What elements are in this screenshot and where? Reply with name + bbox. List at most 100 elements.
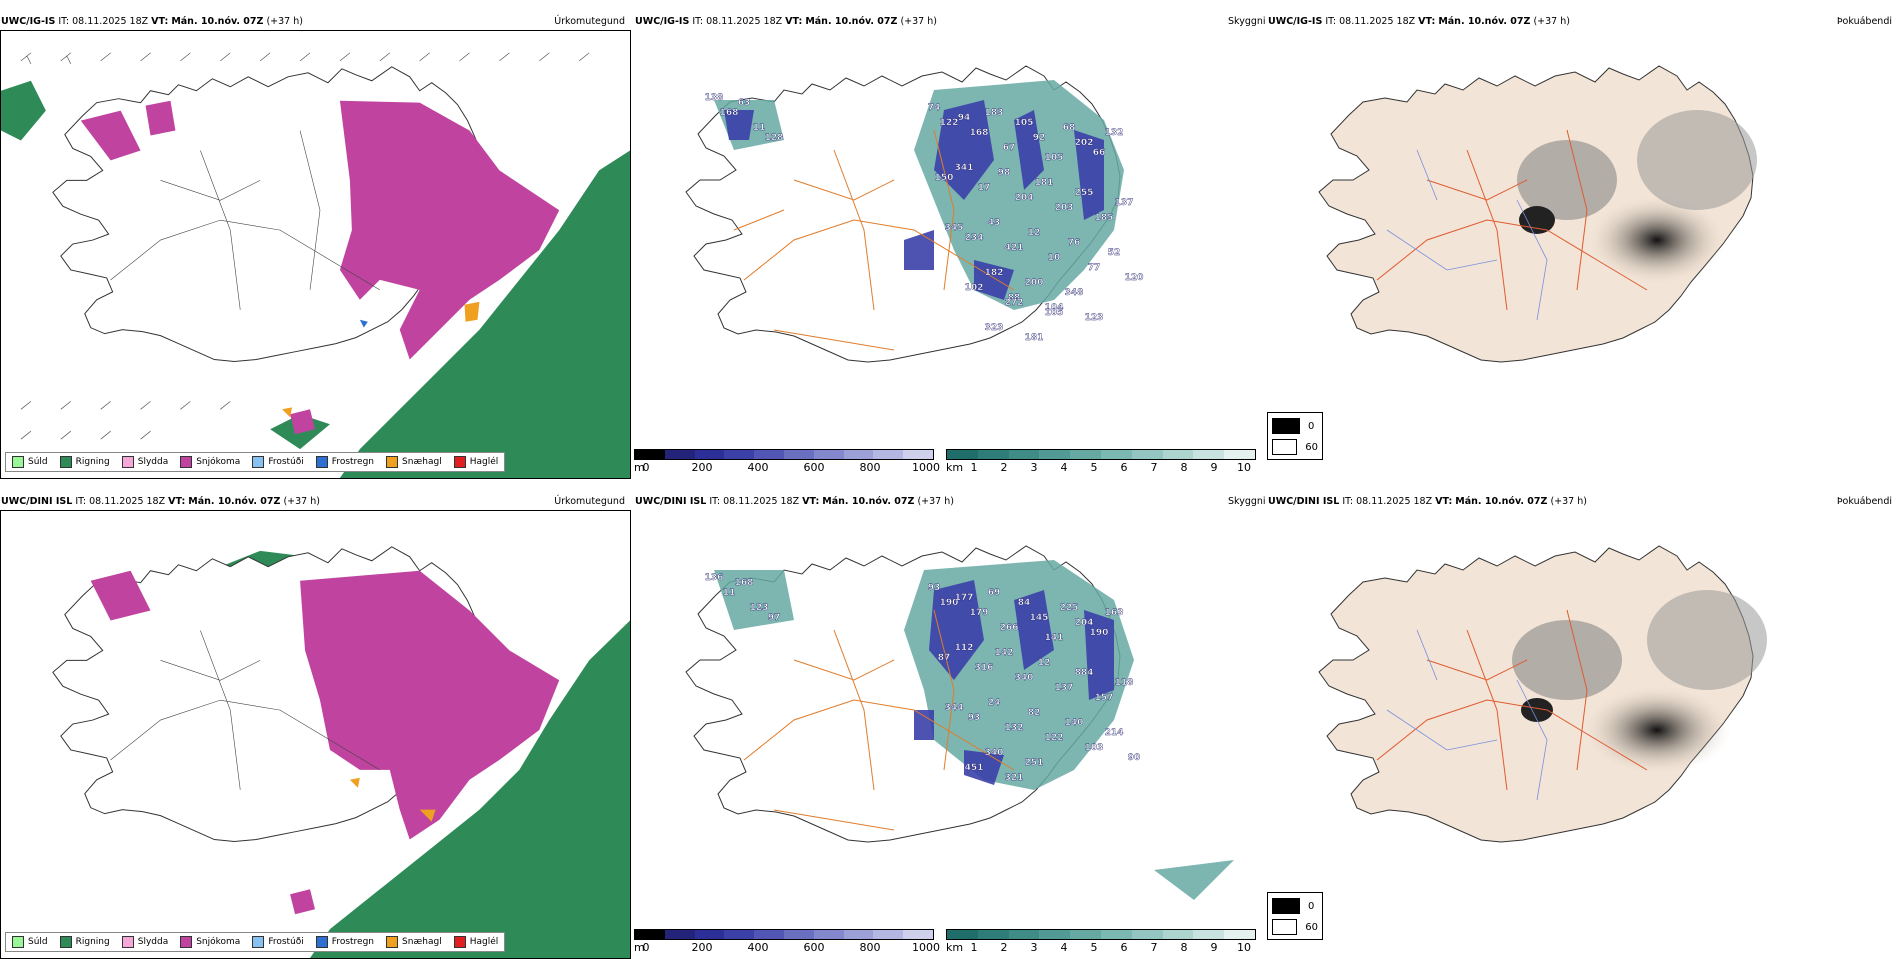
snow-depth-label: 105 — [1045, 308, 1064, 318]
snow-depth-label: 76 — [1068, 238, 1081, 248]
colorbar-tick: 1 — [970, 461, 978, 474]
snow-area — [80, 100, 560, 435]
panel-header: UWC/IG-IS IT: 08.11.2025 18Z VT: Mán. 10… — [635, 16, 937, 27]
colorbar-tick: 800 — [859, 461, 881, 474]
snow-depth-label: 168 — [720, 108, 739, 118]
colorbar-tick: 0 — [642, 941, 650, 954]
legend-swatch — [453, 456, 466, 468]
snow-depth-label: 348 — [1065, 288, 1084, 298]
panel-title: Skyggni — [1228, 16, 1266, 27]
legend-swatch — [252, 936, 265, 948]
snow-depth-label: 122 — [940, 118, 959, 128]
snow-depth-label: 87 — [938, 653, 951, 663]
colorbar-unit: m — [634, 941, 645, 954]
fog-map — [1267, 510, 1898, 959]
snow-depth-label: 122 — [1045, 733, 1064, 743]
snow-depth-label: 204 — [1015, 193, 1034, 203]
legend-label: Haglél — [469, 937, 499, 947]
snow-depth-label: 181 — [1025, 333, 1044, 343]
legend-label: Snæhagl — [402, 937, 442, 947]
legend-label: Rigning — [75, 937, 110, 947]
legend-label: Frostúði — [268, 457, 304, 467]
snow-depth-label: 202 — [1075, 138, 1094, 148]
legend-label: Frostúði — [268, 937, 304, 947]
legend-swatch — [315, 936, 328, 948]
legend-swatch — [252, 456, 265, 468]
snow-depth-label: 177 — [955, 593, 974, 603]
colorbar-unit: m — [634, 461, 645, 474]
snow-depth-label: 182 — [985, 268, 1004, 278]
road-network — [110, 130, 380, 310]
snow-depth-label: 123 — [750, 603, 769, 613]
colorbar-tick: 3 — [1030, 461, 1038, 474]
snow-depth-label: 136 — [705, 573, 724, 583]
legend-label: Snjókoma — [196, 457, 241, 467]
panel-header: UWC/DINI ISL IT: 08.11.2025 18Z VT: Mán.… — [1268, 496, 1587, 507]
colorbar-tick: 400 — [747, 461, 769, 474]
snow-depth-label: 84 — [1018, 598, 1031, 608]
snow-depth-label: 185 — [1095, 213, 1114, 223]
legend-swatch — [315, 456, 328, 468]
legend-swatch — [453, 936, 466, 948]
snow-depth-label: 69 — [988, 588, 1001, 598]
legend-label: Frostregn — [331, 937, 375, 947]
snow-depth-label: 141 — [1045, 633, 1064, 643]
legend-label: Snæhagl — [402, 457, 442, 467]
panel-header: UWC/DINI ISL IT: 08.11.2025 18Z VT: Mán.… — [635, 496, 954, 507]
colorbar-tick: 600 — [803, 941, 825, 954]
fog-panel-top: UWC/IG-IS IT: 08.11.2025 18Z VT: Mán. 10… — [1267, 14, 1898, 479]
snow-depth-label: 88 — [1008, 293, 1021, 303]
visibility-colorbar: km 1 2 3 4 5 6 7 8 9 10 — [946, 929, 1256, 955]
colorbar-tick: 200 — [691, 941, 713, 954]
legend-item: Slydda — [121, 456, 168, 468]
legend-item: Haglél — [453, 936, 499, 948]
snow-depth-label: 43 — [988, 218, 1001, 228]
snow-depth-label: 66 — [1093, 148, 1106, 158]
snow-depth-label: 884 — [1075, 668, 1094, 678]
precip-type-panel-bottom: UWC/DINI ISL IT: 08.11.2025 18Z VT: Mán.… — [0, 494, 631, 959]
snow-depth-label: 12 — [1028, 228, 1041, 238]
legend-swatch — [386, 936, 399, 948]
snow-depth-label: 200 — [1025, 278, 1044, 288]
visibility-colorbar: km 1 2 3 4 5 6 7 8 9 10 — [946, 449, 1256, 475]
snow-depth-label: 93 — [928, 583, 941, 593]
legend-item: Haglél — [453, 456, 498, 468]
snow-depth-label: 102 — [965, 283, 984, 293]
fog-panel-bottom: UWC/DINI ISL IT: 08.11.2025 18Z VT: Mán.… — [1267, 494, 1898, 959]
snow-depth-label: 94 — [958, 113, 971, 123]
colorbar-tick: 600 — [803, 461, 825, 474]
colorbar-tick: 8 — [1180, 941, 1188, 954]
legend-label: Rigning — [75, 457, 110, 467]
colorbar-tick: 7 — [1150, 941, 1158, 954]
legend-label: Súld — [28, 937, 48, 947]
snow-depth-label: 183 — [985, 108, 1004, 118]
colorbar-tick: 4 — [1060, 461, 1068, 474]
colorbar-tick: 0 — [642, 461, 650, 474]
snow-depth-label: 341 — [955, 163, 974, 173]
legend-swatch — [386, 456, 399, 468]
panel-title: Skyggni — [1228, 496, 1266, 507]
colorbar-tick: 9 — [1210, 461, 1218, 474]
snow-depth-label: 10 — [1048, 253, 1061, 263]
legend-item: Frostregn — [315, 456, 374, 468]
legend-item: Frostúði — [252, 936, 304, 948]
snow-depth-label: 345 — [945, 223, 964, 233]
fog-map — [1267, 30, 1898, 479]
snow-depth-label: 132 — [1005, 723, 1024, 733]
snow-depth-label: 190 — [1090, 628, 1109, 638]
snow-depth-label: 77 — [1088, 263, 1101, 273]
snow-depth-label: 12 — [1038, 658, 1051, 668]
colorbar-tick: 2 — [1000, 461, 1008, 474]
snow-depth-label: 92 — [1033, 133, 1046, 143]
snow-depth-label: 104 — [1045, 303, 1064, 313]
colorbar-tick: 7 — [1150, 461, 1158, 474]
snow-depth-label: 145 — [1030, 613, 1049, 623]
snow-depth-label: 266 — [1000, 623, 1019, 633]
snow-depth-label: 140 — [1065, 718, 1084, 728]
fog-legend: 0 60 — [1267, 892, 1323, 940]
legend-item: Snæhagl — [386, 456, 442, 468]
panel-header: UWC/IG-IS IT: 08.11.2025 18Z VT: Mán. 10… — [1, 16, 303, 27]
snow-depth-label: 321 — [1005, 773, 1024, 783]
legend-swatch — [180, 936, 193, 948]
legend-item: Frostregn — [315, 936, 375, 948]
